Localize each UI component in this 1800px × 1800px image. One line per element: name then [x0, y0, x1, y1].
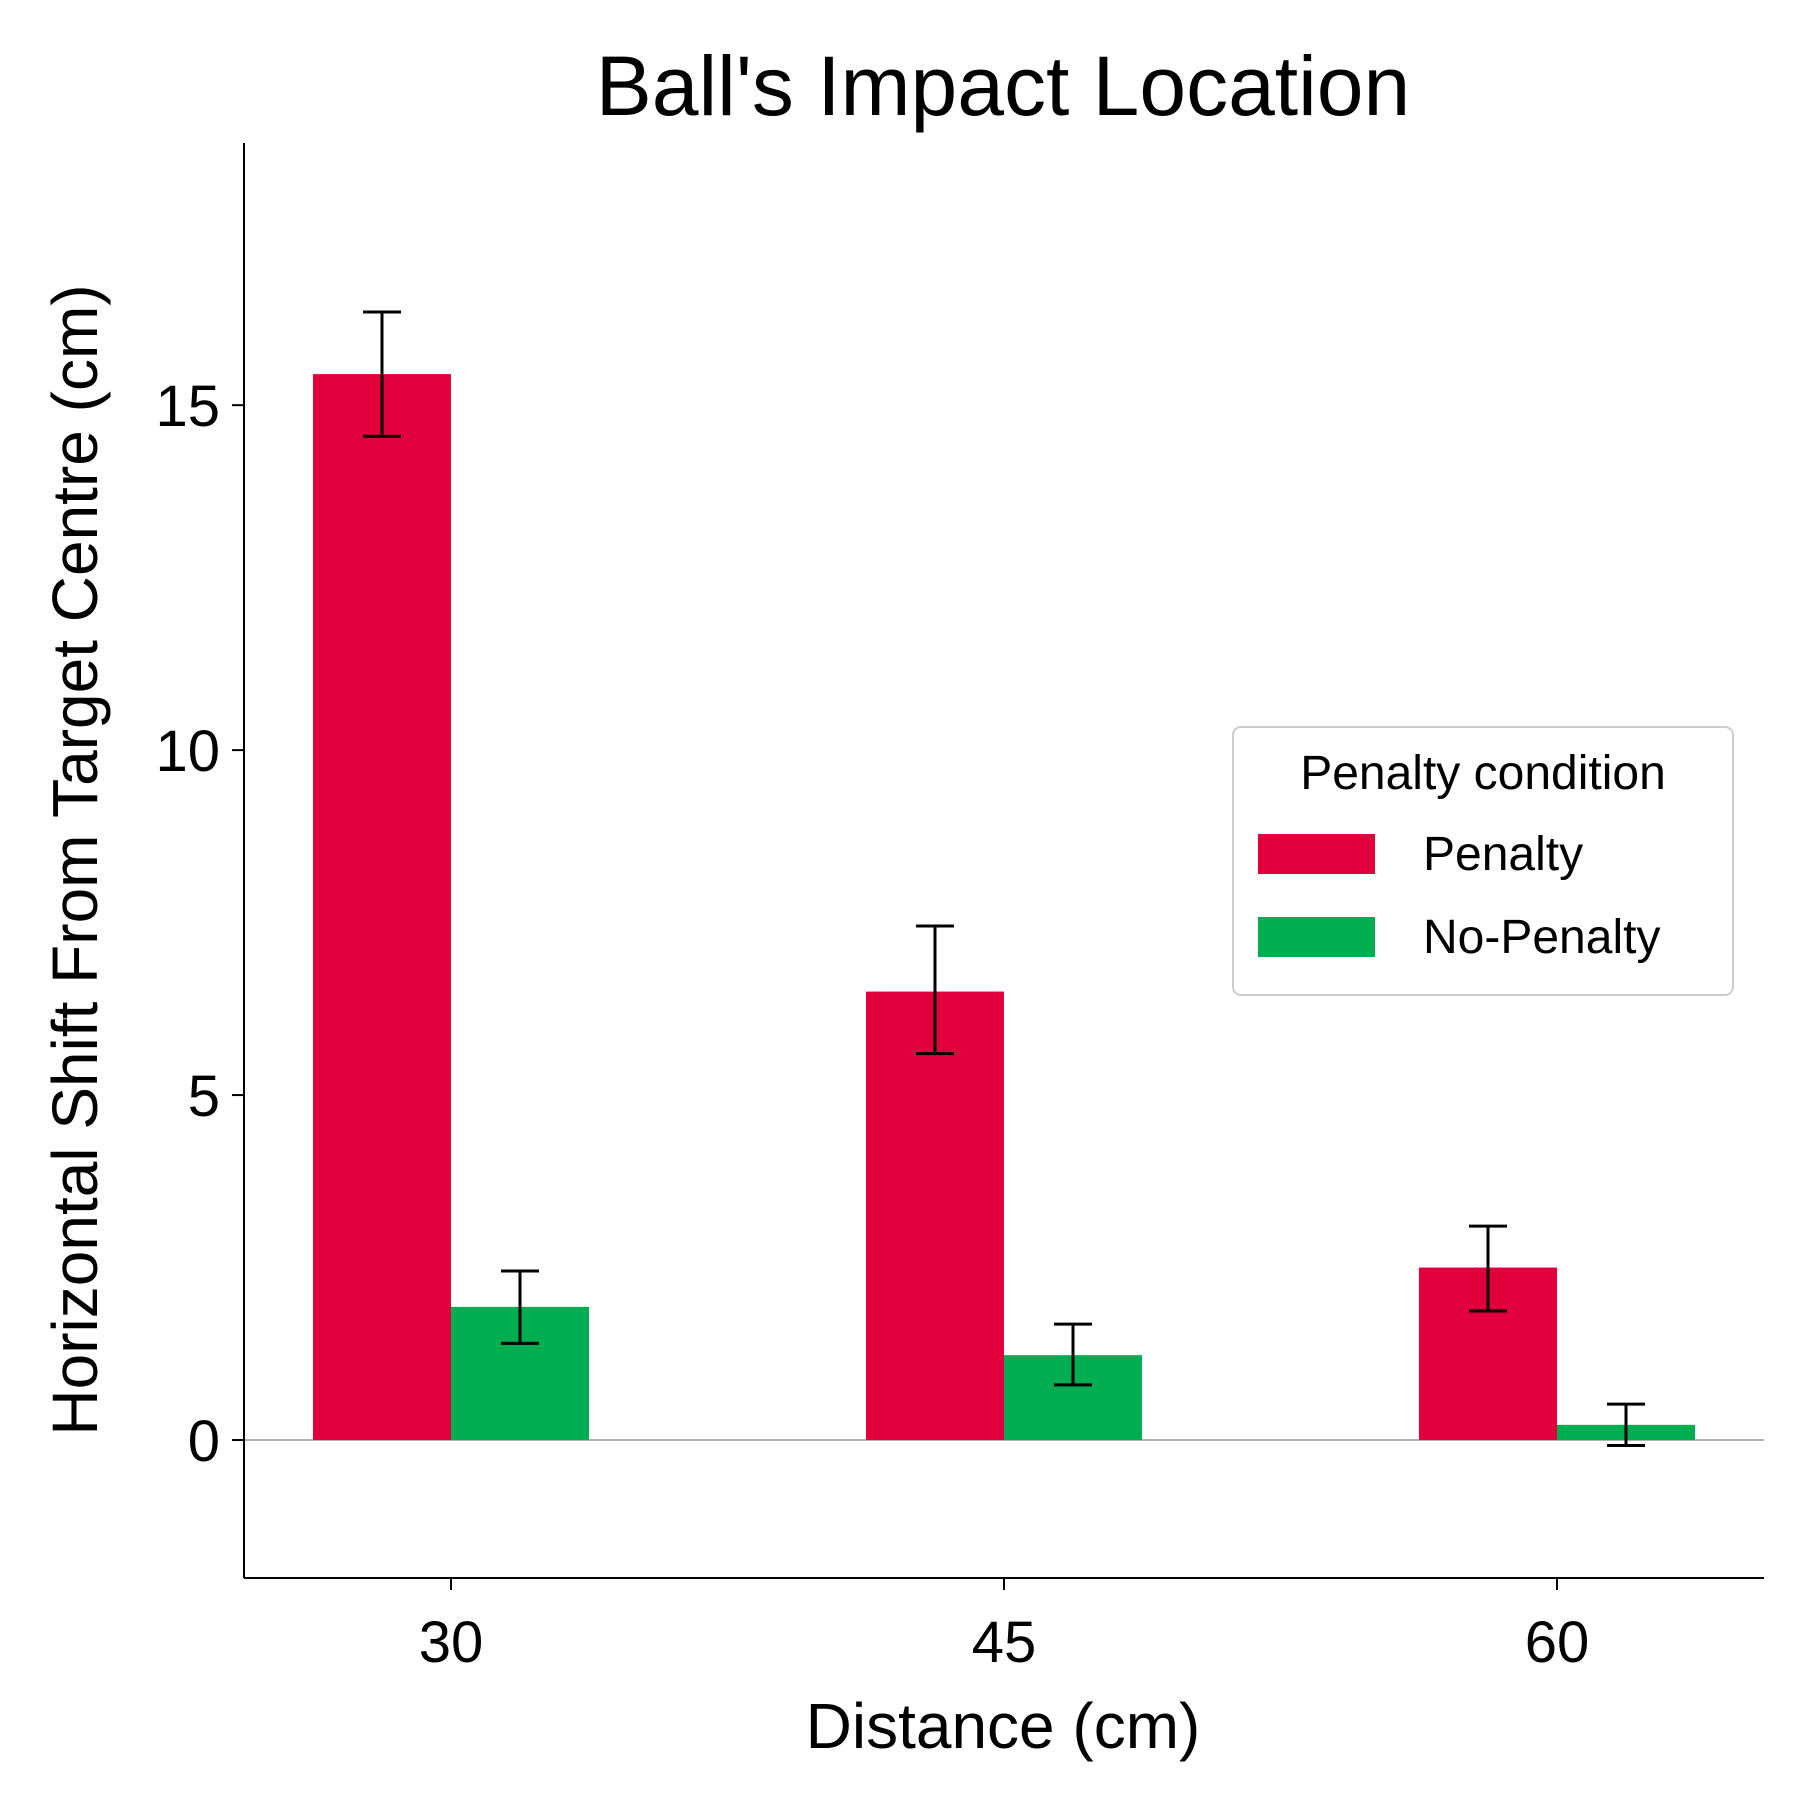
x-tick-label: 45	[972, 1610, 1037, 1675]
plot-area: 30 45 60 0 5 10 15	[155, 143, 1764, 1675]
y-tick-label: 15	[155, 374, 220, 439]
y-axis-label: Horizontal Shift From Target Centre (cm)	[39, 284, 111, 1435]
legend: Penalty condition Penalty No-Penalty	[1232, 726, 1734, 996]
legend-title: Penalty condition	[1300, 747, 1666, 800]
bar-penalty-45	[866, 991, 1004, 1441]
x-tick-label: 60	[1525, 1610, 1590, 1675]
x-tick-label: 30	[419, 1610, 484, 1675]
legend-swatch-penalty	[1258, 834, 1375, 874]
y-tick-label: 0	[188, 1409, 220, 1474]
legend-label-penalty: Penalty	[1423, 828, 1583, 881]
x-axis-label: Distance (cm)	[806, 1690, 1201, 1762]
chart-title: Ball's Impact Location	[596, 39, 1410, 133]
y-tick-label: 5	[188, 1064, 220, 1129]
legend-swatch-no-penalty	[1258, 917, 1375, 957]
bar-penalty-30	[313, 374, 451, 1441]
y-tick-label: 10	[155, 719, 220, 784]
legend-label-no-penalty: No-Penalty	[1423, 911, 1660, 964]
